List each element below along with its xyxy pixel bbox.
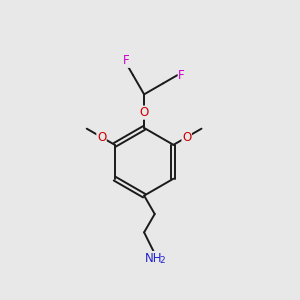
Text: NH: NH: [145, 252, 162, 265]
Text: 2: 2: [159, 256, 165, 265]
Text: O: O: [140, 106, 149, 119]
Text: O: O: [97, 131, 106, 144]
Text: F: F: [123, 54, 130, 67]
Text: O: O: [182, 131, 191, 144]
Text: F: F: [178, 69, 185, 82]
